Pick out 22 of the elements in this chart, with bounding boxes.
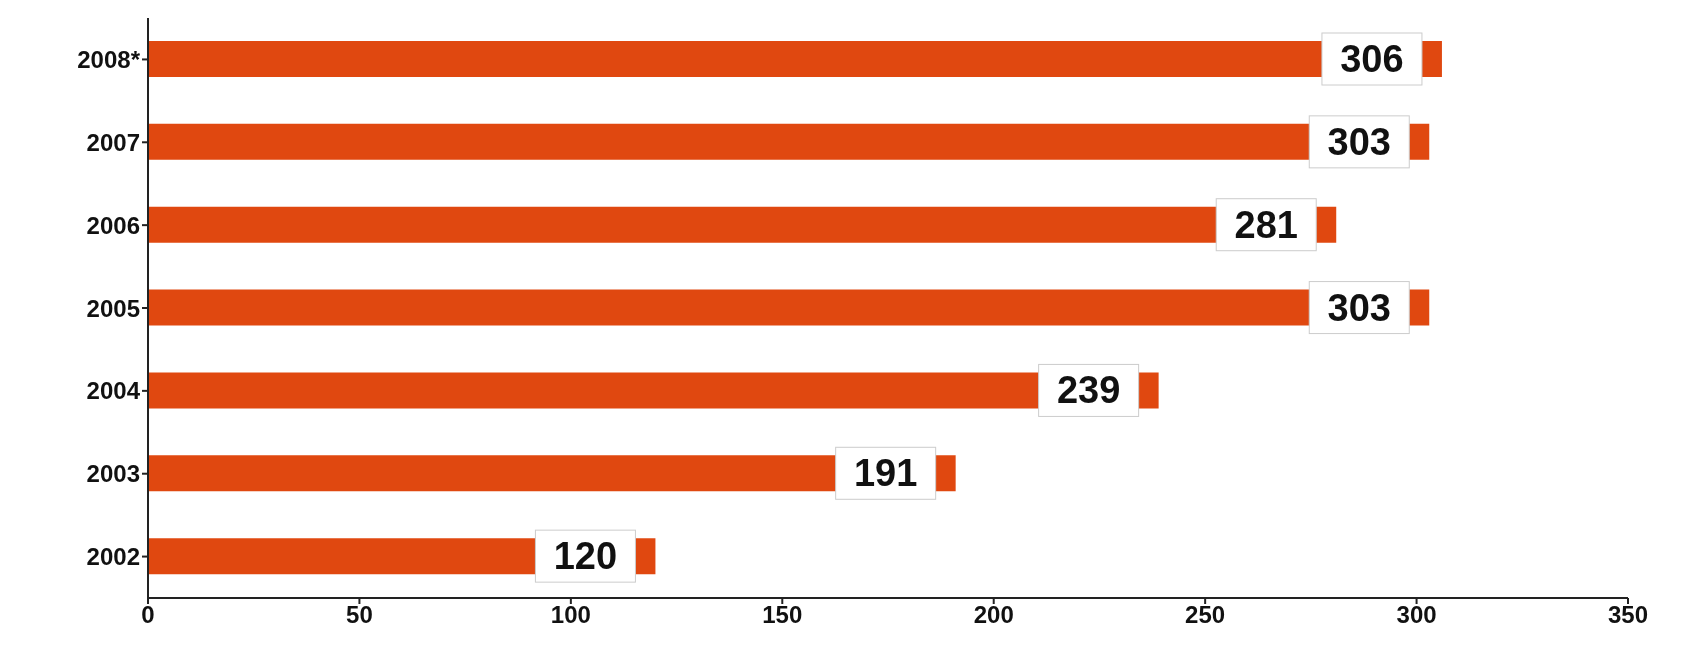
data-label: 303 [1327, 120, 1391, 163]
data-label: 306 [1340, 38, 1404, 80]
y-tick-label: 2002 [86, 543, 140, 571]
y-tick-label: 2003 [86, 460, 140, 488]
y-tick-label: 2008* [77, 45, 141, 73]
x-tick-label: 100 [550, 601, 591, 629]
x-tick-label: 150 [762, 601, 803, 629]
data-label: 120 [553, 535, 618, 578]
data-label: 239 [1056, 369, 1121, 412]
y-tick-label: 2007 [86, 128, 140, 156]
data-label: 281 [1234, 203, 1298, 246]
y-tick-label: 2004 [86, 377, 141, 405]
x-tick-label: 350 [1607, 601, 1649, 629]
y-tick-label: 2005 [86, 294, 140, 322]
data-label: 303 [1327, 286, 1391, 329]
x-tick-label: 50 [346, 601, 373, 629]
y-tick-label: 2006 [86, 211, 140, 239]
x-tick-label: 0 [141, 601, 155, 629]
x-tick-label: 300 [1396, 601, 1437, 629]
x-tick-label: 200 [973, 601, 1014, 629]
x-tick-label: 250 [1185, 601, 1226, 629]
data-label: 191 [853, 452, 918, 495]
